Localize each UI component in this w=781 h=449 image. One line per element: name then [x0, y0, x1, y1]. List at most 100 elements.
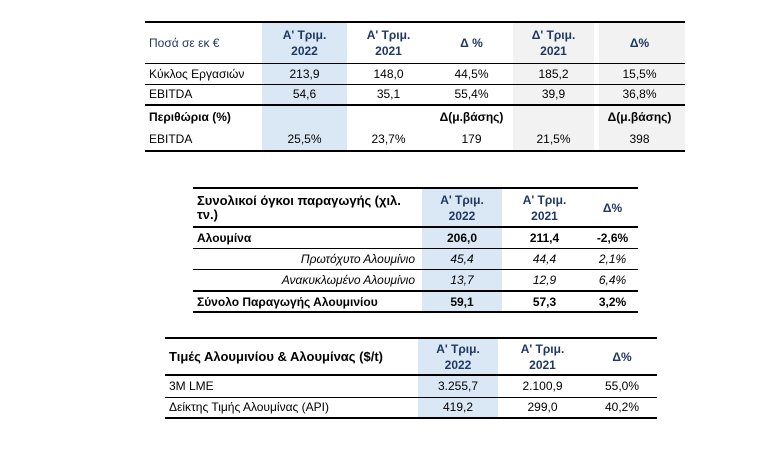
- cell-value: 54,6: [262, 84, 347, 105]
- table3-title-text: Τιμές Αλουμινίου & Αλουμίνας ($/t): [169, 348, 383, 364]
- cell-value: [262, 105, 347, 127]
- column-header-q1-2022: Α' Τριμ. 2022: [422, 188, 502, 227]
- table-row: Αλουμίνα 206,0 211,4 -2,6%: [193, 227, 638, 248]
- cell-value: 3,2%: [598, 294, 627, 309]
- table2-title-unit: (χιλ. τν.): [197, 192, 401, 222]
- header-line: 2021: [375, 43, 402, 58]
- cell-value: 21,5%: [513, 127, 594, 151]
- table-row-margins: Περιθώρια (%) Δ(μ.βάσης) Δ(μ.βάσης): [145, 105, 685, 127]
- row-label: EBITDA: [149, 87, 193, 102]
- header-line: Α' Τριμ.: [436, 341, 480, 356]
- header-line: Α' Τριμ.: [520, 341, 565, 356]
- row-label: Πρωτόχυτο Αλουμίνιο: [300, 251, 415, 266]
- row-label: EBITDA: [149, 131, 193, 146]
- header-line: Α' Τριμ.: [440, 192, 484, 207]
- header-line: Δ' Τριμ.: [531, 27, 576, 42]
- cell-value: 185,2: [513, 63, 594, 84]
- table3-header-row: Τιμές Αλουμινίου & Αλουμίνας ($/t) Α' Τρ…: [165, 338, 657, 375]
- table-production-volumes: Συνολικοί όγκοι παραγωγής (χιλ. τν.) Α' …: [193, 187, 638, 313]
- cell-value: 299,0: [527, 400, 558, 415]
- column-header-delta-pct: Δ%: [587, 338, 657, 375]
- cell-value: 419,2: [418, 397, 498, 418]
- table-row: EBITDA 25,5% 23,7% 179 21,5% 398: [145, 127, 685, 151]
- cell-value: 12,9: [532, 272, 557, 287]
- column-header-q1-2021: Α' Τριμ. 2021: [347, 22, 430, 63]
- row-label: Σύνολο Παραγωγής Αλουμινίου: [197, 294, 378, 309]
- table-row: Πρωτόχυτο Αλουμίνιο 45,4 44,4 2,1%: [193, 248, 638, 269]
- table2-title: Συνολικοί όγκοι παραγωγής (χιλ. τν.): [193, 188, 422, 227]
- cell-value: 15,5%: [594, 63, 685, 84]
- header-line: 2022: [448, 208, 476, 223]
- table-row: Ανακυκλωμένο Αλουμίνιο 13,7 12,9 6,4%: [193, 269, 638, 291]
- header-line: 2021: [531, 208, 558, 223]
- table-row: Δείκτης Τιμής Αλουμίνας (API) 419,2 299,…: [165, 397, 657, 418]
- header-line: Δ %: [460, 35, 483, 50]
- column-header-delta-pct-q4: Δ%: [594, 22, 685, 63]
- column-header-q1-2022: Α' Τριμ. 2022: [418, 338, 498, 375]
- column-header-q1-2022: Α' Τριμ. 2022: [262, 22, 347, 63]
- cell-value: 44,4: [532, 251, 557, 266]
- row-label: Περιθώρια (%): [149, 109, 231, 124]
- header-line: 2022: [444, 357, 472, 372]
- table3-title: Τιμές Αλουμινίου & Αλουμίνας ($/t): [165, 338, 418, 375]
- table2-title-text: Συνολικοί όγκοι παραγωγής: [197, 192, 372, 208]
- row-label: Ανακυκλωμένο Αλουμίνιο: [281, 272, 415, 287]
- cell-value: 36,8%: [594, 84, 685, 105]
- header-line: 2021: [529, 357, 556, 372]
- cell-value: 213,9: [262, 63, 347, 84]
- table-row: 3M LME 3.255,7 2.100,9 55,0%: [165, 375, 657, 397]
- table-row: Κύκλος Εργασιών 213,9 148,0 44,5% 185,2 …: [145, 63, 685, 84]
- cell-value: 39,9: [513, 84, 594, 105]
- cell-value: 211,4: [529, 230, 560, 245]
- table2-header-row: Συνολικοί όγκοι παραγωγής (χιλ. τν.) Α' …: [193, 188, 638, 227]
- column-header-q1-2021: Α' Τριμ. 2021: [502, 188, 587, 227]
- cell-value: 206,0: [422, 227, 502, 248]
- column-header-delta-pct: Δ %: [430, 22, 513, 63]
- table1-header-row: Ποσά σε εκ € Α' Τριμ. 2022 Α' Τριμ. 2021…: [145, 22, 685, 63]
- header-line: Δ%: [602, 200, 623, 215]
- cell-value: [513, 105, 594, 127]
- cell-value: 55,0%: [604, 379, 640, 394]
- cell-value: 2,1%: [598, 251, 627, 266]
- header-line: Α' Τριμ.: [282, 27, 327, 42]
- table-financial-summary: Ποσά σε εκ € Α' Τριμ. 2022 Α' Τριμ. 2021…: [145, 21, 685, 152]
- row-label: Κύκλος Εργασιών: [149, 66, 245, 81]
- cell-value: 13,7: [422, 269, 502, 291]
- cell-value: [347, 105, 430, 127]
- header-line: Α' Τριμ.: [366, 27, 411, 42]
- header-line: Δ%: [612, 349, 632, 364]
- cell-value: 55,4%: [454, 87, 489, 102]
- column-header-delta-pct: Δ%: [587, 188, 638, 227]
- row-label: Αλουμίνα: [197, 230, 252, 245]
- cell-value: Δ(μ.βάσης): [594, 105, 685, 127]
- table1-corner-label: Ποσά σε εκ €: [149, 35, 220, 50]
- header-line: Δ%: [629, 35, 650, 50]
- cell-value: 59,1: [422, 291, 502, 312]
- cell-value: -2,6%: [596, 230, 629, 245]
- cell-value: 35,1: [376, 87, 401, 102]
- table-row: EBITDA 54,6 35,1 55,4% 39,9 36,8%: [145, 84, 685, 105]
- cell-value: 23,7%: [371, 131, 406, 146]
- cell-value: 6,4%: [598, 272, 627, 287]
- row-label: Δείκτης Τιμής Αλουμίνας (API): [169, 400, 329, 415]
- cell-value: 148,0: [373, 66, 404, 81]
- cell-value: 40,2%: [604, 400, 640, 415]
- cell-value: 3.255,7: [418, 375, 498, 397]
- cell-value: 179: [461, 131, 482, 146]
- column-header-q4-2021: Δ' Τριμ. 2021: [513, 22, 594, 63]
- cell-value: 44,5%: [454, 66, 489, 81]
- header-line: 2022: [291, 43, 318, 58]
- cell-value: 2.100,9: [522, 379, 563, 394]
- header-line: Α' Τριμ.: [522, 192, 567, 207]
- cell-value: 398: [594, 127, 685, 151]
- table-aluminium-prices: Τιμές Αλουμινίου & Αλουμίνας ($/t) Α' Τρ…: [165, 337, 657, 419]
- cell-value: Δ(μ.βάσης): [439, 109, 504, 124]
- cell-value: 57,3: [532, 294, 557, 309]
- row-label: 3M LME: [169, 379, 214, 394]
- table-row-total: Σύνολο Παραγωγής Αλουμινίου 59,1 57,3 3,…: [193, 291, 638, 312]
- column-header-q1-2021: Α' Τριμ. 2021: [498, 338, 587, 375]
- cell-value: 45,4: [422, 248, 502, 269]
- header-line: 2021: [540, 43, 567, 58]
- cell-value: 25,5%: [262, 127, 347, 151]
